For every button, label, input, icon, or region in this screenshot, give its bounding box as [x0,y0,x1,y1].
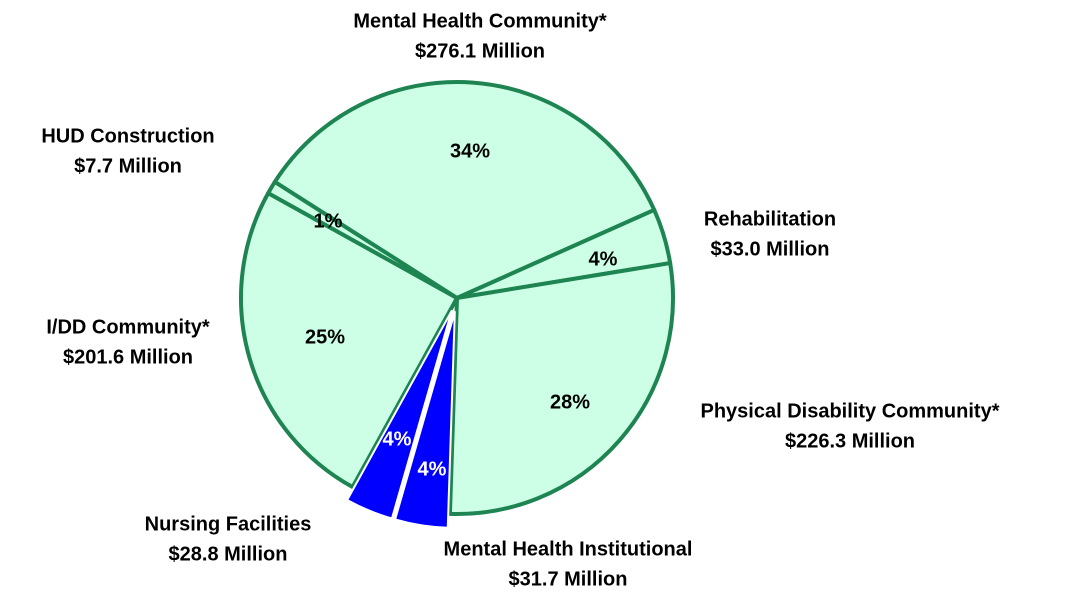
slice-percent-label: 34% [450,140,490,162]
slice-percent-label: 4% [418,458,447,480]
slice-name: Nursing Facilities [145,513,312,535]
slice-value-label: $31.7 Million [509,568,628,590]
slice-percent-label: 1% [314,210,343,232]
slice-name: HUD Construction [41,125,214,147]
slice-value-label: $33.0 Million [711,238,830,260]
slice-name: Physical Disability Community* [701,400,1000,422]
slice-percent-label: 4% [589,248,618,270]
pie-slice [266,179,459,300]
pie-slice [447,261,675,516]
slice-name: Rehabilitation [704,208,836,230]
slice-percent-label: 25% [305,326,345,348]
slice-name: I/DD Community* [46,316,210,338]
slice-value-label: $201.6 Million [63,346,193,368]
slice-value-label: $28.8 Million [169,543,288,565]
slice-name: Mental Health Institutional [444,538,693,560]
pie-slice [272,80,657,300]
pie-slice [394,310,456,529]
slice-value-label: $276.1 Million [415,40,545,62]
slice-value-label: $226.3 Million [785,430,915,452]
slice-name: Mental Health Community* [353,10,607,32]
slice-percent-label: 28% [550,391,590,413]
slice-percent-label: 4% [383,428,412,450]
pie-slice [346,309,453,520]
slice-value-label: $7.7 Million [74,155,182,177]
pie-slice [239,191,459,490]
